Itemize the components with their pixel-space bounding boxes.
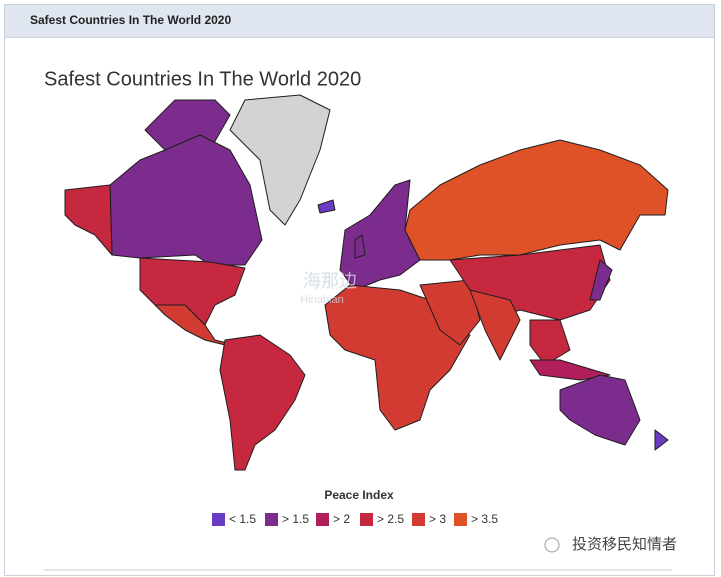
legend-swatch (316, 513, 329, 526)
india (469, 289, 521, 361)
middle-east (419, 279, 481, 346)
legend-label: > 3 (429, 512, 446, 526)
watermark-logo-latin: Hinabian (300, 294, 343, 306)
legend-label: > 1.5 (282, 512, 309, 526)
map (64, 94, 669, 471)
chart-title: Safest Countries In The World 2020 (44, 68, 361, 90)
iceland (317, 199, 336, 214)
legend-label: > 2 (333, 512, 350, 526)
panel: Safest Countries In The World 2020 (4, 4, 715, 576)
legend-swatch (212, 513, 225, 526)
alaska (64, 184, 113, 256)
panel-title: Safest Countries In The World 2020 (30, 13, 232, 27)
new-zealand (654, 429, 669, 451)
watermark-logo: 海那边 (303, 271, 357, 291)
united-states (139, 257, 246, 326)
legend-label: > 3.5 (471, 512, 498, 526)
uk (354, 234, 366, 259)
australia (559, 374, 641, 446)
japan (589, 259, 613, 301)
legend-title: Peace Index (324, 488, 394, 502)
russia (404, 139, 669, 261)
africa (324, 284, 471, 431)
legend-swatch (360, 513, 373, 526)
greenland (229, 94, 331, 226)
legend-swatch (265, 513, 278, 526)
canada (109, 134, 263, 266)
legend-swatch (454, 513, 467, 526)
southeast-asia (529, 319, 571, 366)
legend-label: < 1.5 (229, 512, 256, 526)
south-america (219, 334, 306, 471)
legend-label: > 2.5 (377, 512, 404, 526)
legend-swatch (412, 513, 425, 526)
account-icon (544, 537, 560, 553)
panel-header: Safest Countries In The World 2020 (5, 5, 714, 38)
watermark-account: 投资移民知情者 (572, 536, 677, 553)
legend: < 1.5 > 1.5 > 2 > 2.5 > 3 > 3.5 (212, 512, 498, 526)
